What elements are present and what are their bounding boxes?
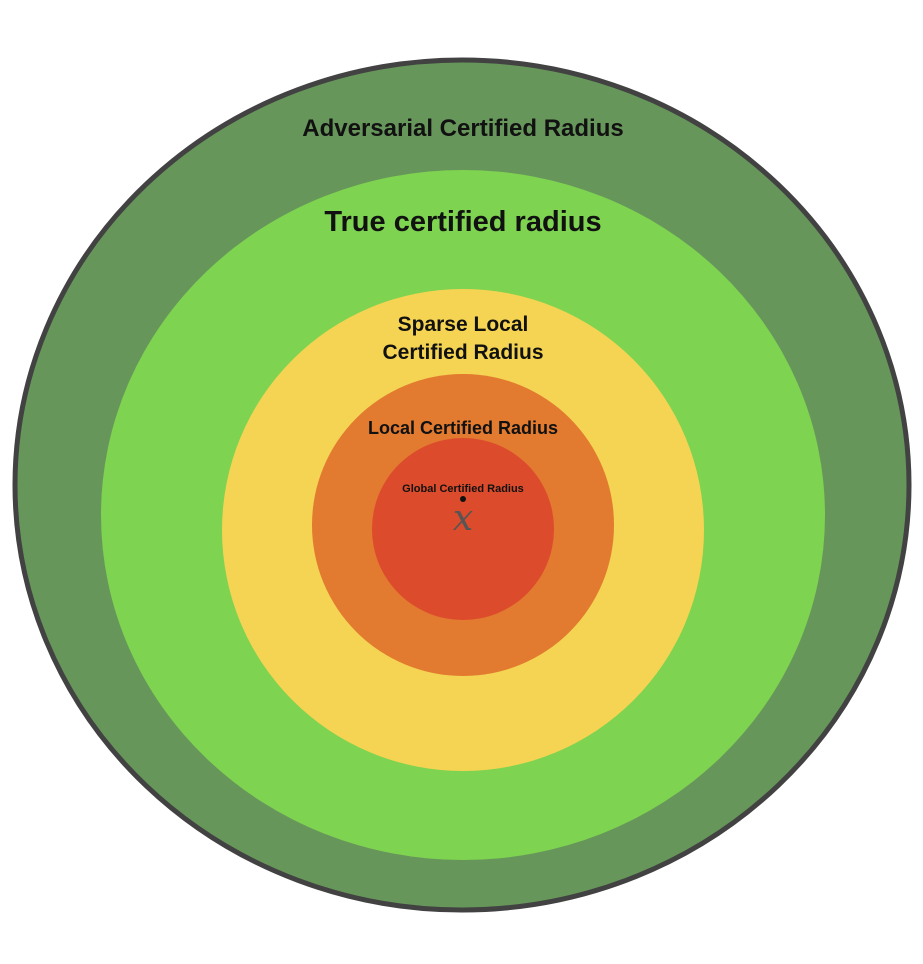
true-label: True certified radius (324, 206, 601, 238)
point-label: x (453, 498, 473, 539)
sparse-local-label-line2: Certified Radius (382, 341, 543, 364)
local-label: Local Certified Radius (368, 418, 558, 438)
global-region (372, 438, 554, 620)
point-marker (460, 496, 466, 502)
sparse-local-label-line1: Sparse Local (398, 313, 529, 336)
global-label: Global Certified Radius (402, 483, 524, 495)
adversarial-label: Adversarial Certified Radius (302, 115, 623, 142)
